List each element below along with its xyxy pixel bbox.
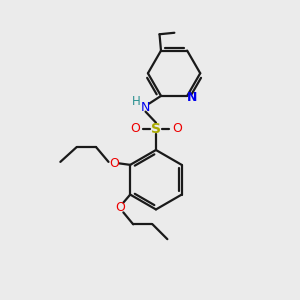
Text: N: N — [186, 91, 197, 104]
Text: H: H — [132, 95, 140, 108]
Text: O: O — [109, 157, 119, 170]
Text: O: O — [130, 122, 140, 135]
Text: S: S — [151, 122, 161, 136]
Text: O: O — [115, 202, 125, 214]
Text: N: N — [141, 101, 150, 114]
Text: O: O — [172, 122, 182, 135]
